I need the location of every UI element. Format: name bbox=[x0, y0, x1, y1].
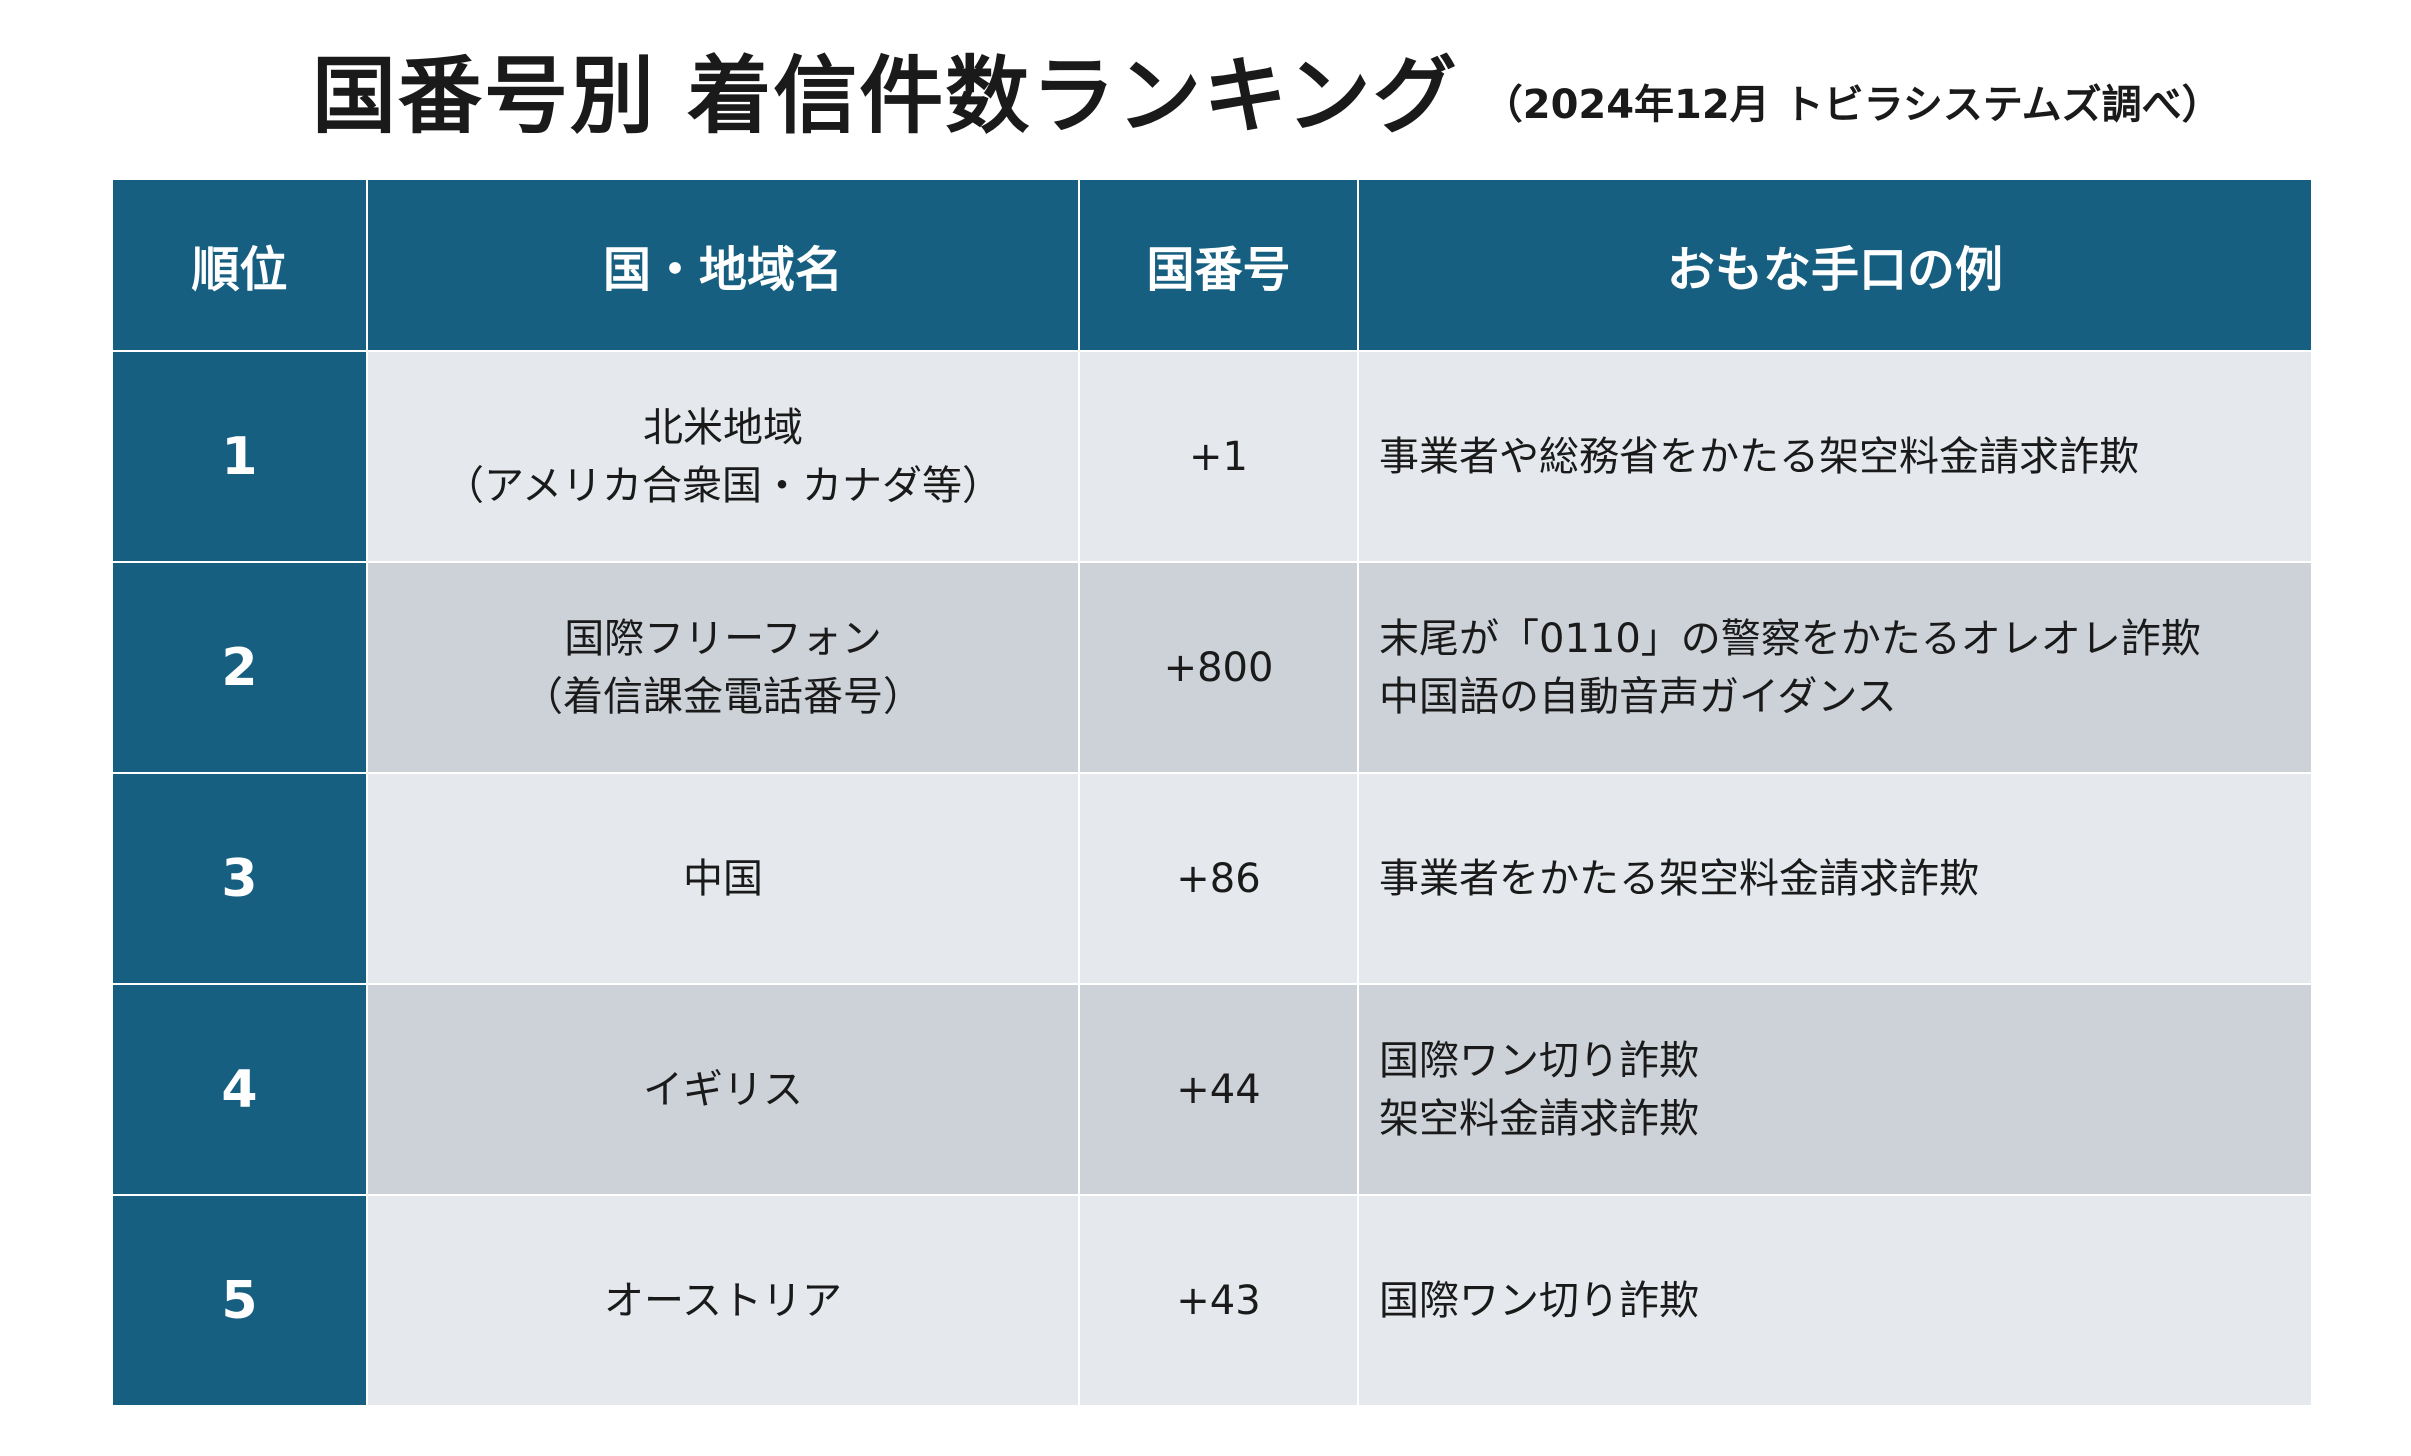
rank-cell-line: 2 bbox=[221, 637, 258, 698]
table-row: 3 中国 +86 事業者をかたる架空料金請求詐欺 bbox=[111, 772, 2313, 985]
country-cell-line: イギリス bbox=[643, 1066, 803, 1113]
code-cell-line: +43 bbox=[1176, 1277, 1261, 1324]
ranking-table: 順位 国・地域名 国番号 おもな手口の例 1 北米地域 （アメリカ合衆国・カナダ等）… bbox=[111, 178, 2313, 1407]
rank-cell-line: 3 bbox=[221, 848, 258, 909]
code-cell: +43 bbox=[1078, 1194, 1359, 1407]
header-methods: おもな手口の例 bbox=[1357, 178, 2313, 352]
rank-cell: 5 bbox=[111, 1194, 368, 1407]
title-block: 国番号別 着信件数ランキング （2024年12月 トビラシステムズ調べ） bbox=[312, 47, 2222, 145]
methods-cell: 事業者をかたる架空料金請求詐欺 bbox=[1357, 772, 2313, 985]
code-cell: +800 bbox=[1078, 561, 1359, 774]
table-header-row: 順位 国・地域名 国番号 おもな手口の例 bbox=[111, 178, 2313, 352]
table-row: 1 北米地域 （アメリカ合衆国・カナダ等） +1 事業者や総務省をかたる架空料金請求詐欺 bbox=[111, 350, 2313, 563]
table-row: 4 イギリス +44 国際ワン切り詐欺 架空料金請求詐欺 bbox=[111, 983, 2313, 1196]
code-cell: +86 bbox=[1078, 772, 1359, 985]
country-cell-line: 中国 bbox=[683, 855, 763, 902]
code-cell-line: +86 bbox=[1176, 855, 1261, 902]
rank-cell-line: 1 bbox=[221, 426, 258, 487]
methods-cell: 国際ワン切り詐欺 架空料金請求詐欺 bbox=[1357, 983, 2313, 1196]
country-cell-line: （着信課金電話番号） bbox=[523, 673, 923, 720]
country-cell: 国際フリーフォン （着信課金電話番号） bbox=[366, 561, 1080, 774]
rank-cell: 4 bbox=[111, 983, 368, 1196]
country-cell: 北米地域 （アメリカ合衆国・カナダ等） bbox=[366, 350, 1080, 563]
page-subtitle: （2024年12月 トビラシステムズ調べ） bbox=[1482, 82, 2222, 129]
country-cell-line: オーストリア bbox=[604, 1277, 842, 1324]
methods-cell-line: 国際ワン切り詐欺 bbox=[1379, 1037, 1699, 1084]
code-cell-line: +800 bbox=[1163, 644, 1274, 691]
methods-cell: 事業者や総務省をかたる架空料金請求詐欺 bbox=[1357, 350, 2313, 563]
country-cell-line: 国際フリーフォン bbox=[564, 615, 882, 662]
code-cell-line: +1 bbox=[1189, 433, 1248, 480]
table-row: 5 オーストリア +43 国際ワン切り詐欺 bbox=[111, 1194, 2313, 1407]
rank-cell-line: 4 bbox=[221, 1059, 258, 1120]
rank-cell: 2 bbox=[111, 561, 368, 774]
methods-cell: 国際ワン切り詐欺 bbox=[1357, 1194, 2313, 1407]
methods-cell-line: 事業者をかたる架空料金請求詐欺 bbox=[1379, 855, 1979, 902]
methods-cell-line: 末尾が「0110」の警察をかたるオレオレ詐欺 bbox=[1379, 615, 2201, 662]
country-cell: オーストリア bbox=[366, 1194, 1080, 1407]
code-cell: +44 bbox=[1078, 983, 1359, 1196]
code-cell-line: +44 bbox=[1176, 1066, 1261, 1113]
rank-cell: 1 bbox=[111, 350, 368, 563]
methods-cell-line: 架空料金請求詐欺 bbox=[1379, 1095, 1699, 1142]
rank-cell-line: 5 bbox=[221, 1270, 258, 1331]
country-cell: 中国 bbox=[366, 772, 1080, 985]
country-cell-line: （アメリカ合衆国・カナダ等） bbox=[444, 462, 1002, 509]
country-cell-line: 北米地域 bbox=[643, 404, 803, 451]
rank-cell: 3 bbox=[111, 772, 368, 985]
methods-cell-line: 中国語の自動音声ガイダンス bbox=[1379, 673, 1897, 720]
methods-cell-line: 事業者や総務省をかたる架空料金請求詐欺 bbox=[1379, 433, 2139, 480]
header-rank: 順位 bbox=[111, 178, 368, 352]
methods-cell-line: 国際ワン切り詐欺 bbox=[1379, 1277, 1699, 1324]
page-title: 国番号別 着信件数ランキング bbox=[312, 47, 1459, 145]
methods-cell: 末尾が「0110」の警察をかたるオレオレ詐欺 中国語の自動音声ガイダンス bbox=[1357, 561, 2313, 774]
table-row: 2 国際フリーフォン （着信課金電話番号） +800 末尾が「0110」の警察をかたるオ… bbox=[111, 561, 2313, 774]
code-cell: +1 bbox=[1078, 350, 1359, 563]
header-code: 国番号 bbox=[1078, 178, 1359, 352]
header-country: 国・地域名 bbox=[366, 178, 1080, 352]
country-cell: イギリス bbox=[366, 983, 1080, 1196]
